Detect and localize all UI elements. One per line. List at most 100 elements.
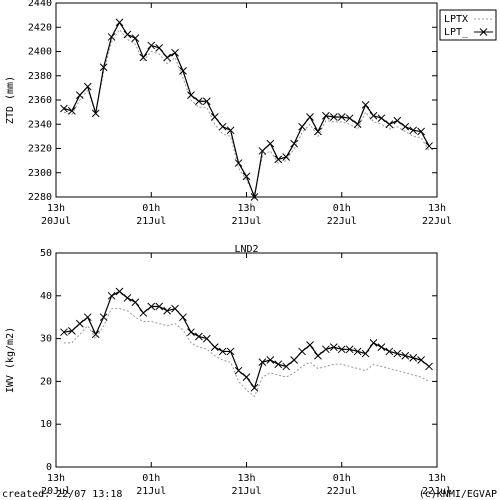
x-tick-date: 22Jul (327, 216, 357, 227)
marker-stroke (250, 383, 259, 392)
marker-stroke (290, 139, 298, 148)
marker-stroke (171, 48, 179, 57)
x-tick-label: 01h (142, 203, 160, 214)
marker-stroke (353, 120, 362, 129)
marker-stroke (417, 356, 425, 364)
y-axis-label: ZTD (mm) (5, 76, 16, 124)
marker-stroke (139, 309, 148, 317)
marker-stroke (115, 287, 124, 296)
x-tick-label: 13h (237, 203, 255, 214)
point-marker (115, 287, 124, 296)
marker-stroke (425, 362, 433, 371)
marker-stroke (314, 127, 322, 136)
point-marker (179, 313, 187, 322)
marker-stroke (187, 328, 195, 337)
marker-stroke (377, 343, 386, 352)
point-marker (266, 139, 275, 148)
point-marker (107, 291, 116, 300)
y-tick-label: 20 (40, 376, 52, 387)
point-marker (306, 113, 314, 121)
marker-stroke (258, 147, 267, 155)
x-tick-date: 22Jul (422, 216, 452, 227)
point-marker (345, 114, 354, 123)
point-marker (234, 159, 243, 167)
point-marker (187, 91, 195, 100)
point-marker (91, 330, 100, 339)
marker-stroke (91, 109, 100, 118)
marker-stroke (417, 127, 425, 136)
marker-stroke (171, 304, 179, 313)
marker-stroke (75, 91, 84, 100)
marker-stroke (377, 114, 386, 123)
y-tick-label: 2420 (28, 22, 52, 33)
y-tick-label: 2440 (28, 0, 52, 9)
point-marker (218, 122, 227, 131)
marker-stroke (306, 113, 314, 121)
point-marker (75, 319, 84, 328)
point-marker (131, 298, 140, 307)
point-marker (250, 193, 259, 201)
point-marker (393, 349, 402, 358)
point-marker (171, 48, 179, 57)
marker-stroke (179, 67, 187, 75)
point-marker (115, 18, 124, 27)
point-marker (68, 107, 76, 115)
marker-stroke (234, 366, 243, 375)
point-marker (60, 104, 68, 113)
point-marker (329, 343, 338, 352)
marker-stroke (163, 53, 171, 62)
marker-stroke (226, 126, 235, 135)
marker-stroke (385, 347, 394, 356)
point-marker (195, 97, 203, 106)
point-marker (298, 122, 306, 131)
point-marker (195, 332, 203, 341)
series-line (63, 28, 430, 197)
point-marker (83, 82, 92, 91)
marker-stroke (155, 44, 164, 52)
series-line (63, 290, 430, 390)
marker-stroke (147, 302, 156, 311)
point-marker (123, 294, 132, 302)
point-marker (385, 120, 394, 129)
marker-stroke (75, 319, 84, 328)
marker-stroke (202, 334, 211, 343)
point-marker (377, 114, 386, 123)
marker-stroke (409, 354, 418, 362)
point-marker (425, 142, 433, 150)
footer-left: created: 22/07 13:18 (2, 489, 122, 500)
marker-stroke (179, 313, 187, 322)
marker-stroke (274, 360, 283, 369)
y-tick-label: 0 (46, 462, 52, 473)
point-marker (163, 306, 171, 315)
y-tick-label: 30 (40, 334, 52, 345)
marker-stroke (322, 111, 330, 120)
point-marker (83, 313, 92, 322)
marker-stroke (393, 116, 402, 125)
marker-stroke (107, 33, 116, 41)
marker-stroke (242, 172, 251, 181)
x-tick-date: 21Jul (136, 486, 166, 497)
marker-stroke (337, 113, 346, 121)
marker-stroke (195, 332, 203, 341)
plot-frame (55, 252, 438, 468)
marker-stroke (337, 345, 346, 354)
x-tick-label: 13h (428, 473, 446, 484)
point-marker (298, 347, 306, 356)
x-tick-date: 22Jul (422, 486, 452, 497)
marker-stroke (258, 358, 267, 366)
marker-stroke (107, 291, 116, 300)
y-tick-label: 2400 (28, 47, 52, 58)
y-tick-label: 2360 (28, 95, 52, 106)
marker-stroke (131, 34, 140, 43)
point-marker (369, 339, 378, 347)
x-tick-date: 21Jul (231, 216, 261, 227)
marker-stroke (314, 351, 322, 360)
marker-stroke (218, 347, 227, 356)
point-marker (274, 155, 283, 164)
marker-stroke (369, 111, 378, 120)
y-tick-label: 10 (40, 419, 52, 430)
point-marker (401, 351, 410, 360)
point-marker (425, 362, 433, 371)
point-marker (250, 383, 259, 392)
marker-stroke (163, 306, 171, 315)
